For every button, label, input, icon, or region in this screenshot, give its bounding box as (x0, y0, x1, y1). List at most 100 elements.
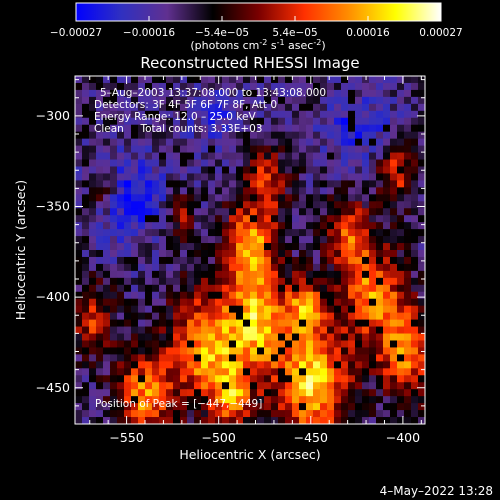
heatmap-cell (173, 152, 181, 160)
heatmap-cell (117, 298, 125, 307)
heatmap-cell (327, 117, 335, 126)
heatmap-cell (236, 243, 244, 251)
heatmap-cell (229, 277, 237, 286)
heatmap-cell (145, 124, 153, 133)
heatmap-cell (180, 382, 188, 390)
heatmap-cell (96, 410, 104, 418)
heatmap-cell (152, 201, 160, 209)
heatmap-cell (376, 208, 384, 216)
heatmap-cell (96, 187, 104, 195)
heatmap-cell (201, 319, 209, 327)
heatmap-cell (299, 382, 307, 390)
heatmap-cell (152, 389, 160, 397)
heatmap-cell (201, 291, 209, 300)
heatmap-cell (75, 159, 83, 167)
heatmap-cell (257, 263, 265, 272)
heatmap-cell (355, 236, 363, 244)
heatmap-cell (173, 284, 181, 293)
heatmap-cell (215, 389, 223, 397)
heatmap-cell (292, 305, 300, 314)
heatmap-cell (229, 270, 237, 279)
heatmap-cell (103, 340, 111, 348)
heatmap-cell (369, 347, 377, 355)
heatmap-cell (89, 284, 97, 293)
heatmap-cell (257, 145, 265, 153)
heatmap-cell (236, 145, 244, 153)
heatmap-cell (306, 263, 314, 272)
heatmap-cell (222, 319, 230, 327)
heatmap-cell (264, 76, 272, 84)
heatmap-cell (327, 305, 335, 314)
heatmap-cell (173, 333, 181, 341)
heatmap-cell (306, 215, 314, 223)
heatmap-cell (341, 110, 349, 119)
heatmap-cell (383, 166, 391, 174)
heatmap-cell (103, 305, 111, 314)
heatmap-cell (390, 110, 398, 119)
heatmap-cell (264, 103, 272, 112)
heatmap-cell (89, 110, 97, 119)
heatmap-cell (369, 89, 377, 98)
heatmap-cell (369, 110, 377, 119)
heatmap-cell (411, 166, 419, 174)
heatmap-cell (257, 166, 265, 174)
heatmap-cell (418, 284, 425, 293)
heatmap-cell (180, 194, 188, 202)
heatmap-cell (152, 208, 160, 216)
heatmap-cell (271, 340, 279, 348)
heatmap-cell (180, 410, 188, 418)
heatmap-cell (411, 82, 419, 91)
heatmap-cell (397, 103, 405, 112)
heatmap-cell (166, 340, 174, 348)
heatmap-cell (222, 396, 230, 404)
heatmap-cell (103, 277, 111, 286)
heatmap-cell (299, 166, 307, 174)
heatmap-cell (250, 347, 258, 355)
heatmap-cell (222, 89, 230, 98)
heatmap-cell (250, 110, 258, 119)
heatmap-cell (103, 382, 111, 390)
heatmap-cell (390, 319, 398, 327)
heatmap-cell (229, 201, 237, 209)
heatmap-cell (411, 382, 419, 390)
heatmap-cell (257, 124, 265, 133)
heatmap-cell (257, 222, 265, 230)
heatmap-cell (355, 382, 363, 390)
heatmap-cell (306, 89, 314, 98)
heatmap-cell (110, 305, 118, 314)
heatmap-cell (341, 396, 349, 404)
heatmap-cell (152, 180, 160, 188)
heatmap-cell (250, 305, 258, 314)
heatmap-cell (159, 291, 167, 300)
heatmap-cell (138, 396, 146, 404)
heatmap-cell (397, 229, 405, 237)
heatmap-cell (250, 173, 258, 181)
heatmap-cell (334, 82, 342, 91)
heatmap-cell (187, 319, 195, 327)
heatmap-cell (82, 243, 90, 251)
heatmap-cell (271, 76, 279, 84)
heatmap-cell (110, 194, 118, 202)
heatmap-cell (229, 319, 237, 327)
heatmap-cell (369, 256, 377, 265)
heatmap-cell (348, 410, 356, 418)
heatmap-cell (75, 375, 83, 383)
heatmap-cell (110, 410, 118, 418)
heatmap-cell (159, 145, 167, 153)
heatmap-cell (201, 194, 209, 202)
heatmap-cell (306, 354, 314, 362)
heatmap-cell (110, 403, 118, 411)
heatmap-cell (418, 138, 425, 146)
heatmap-cell (376, 117, 384, 126)
heatmap-cell (376, 354, 384, 362)
heatmap-cell (215, 333, 223, 341)
heatmap-cell (334, 319, 342, 327)
heatmap-cell (320, 333, 328, 341)
heatmap-cell (278, 298, 286, 307)
heatmap-cell (362, 173, 370, 181)
heatmap-cell (257, 208, 265, 216)
heatmap-cell (404, 382, 412, 390)
heatmap-cell (103, 117, 111, 126)
heatmap-cell (376, 410, 384, 418)
heatmap-cell (376, 166, 384, 174)
